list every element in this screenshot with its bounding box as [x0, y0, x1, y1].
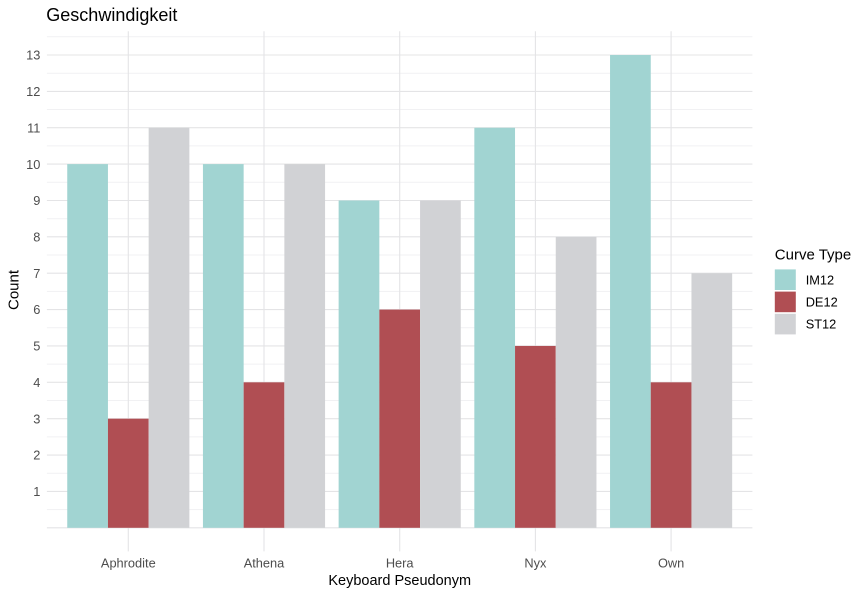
svg-text:2: 2: [33, 448, 40, 463]
svg-text:Nyx: Nyx: [524, 556, 547, 571]
svg-text:9: 9: [33, 193, 40, 208]
svg-text:12: 12: [26, 84, 40, 99]
svg-text:10: 10: [26, 157, 40, 172]
svg-text:6: 6: [33, 302, 40, 317]
svg-text:4: 4: [33, 375, 40, 390]
svg-text:Keyboard Pseudonym: Keyboard Pseudonym: [328, 573, 471, 589]
svg-text:5: 5: [33, 339, 40, 354]
svg-text:Count: Count: [6, 269, 23, 310]
svg-text:Curve Type: Curve Type: [775, 246, 851, 263]
svg-text:1: 1: [33, 484, 40, 499]
svg-text:ST12: ST12: [806, 317, 837, 332]
svg-text:13: 13: [26, 48, 40, 63]
svg-text:Hera: Hera: [386, 556, 415, 571]
svg-text:Geschwindigkeit: Geschwindigkeit: [46, 5, 177, 25]
svg-text:Own: Own: [658, 556, 684, 571]
svg-text:7: 7: [33, 266, 40, 281]
svg-text:3: 3: [33, 411, 40, 426]
svg-text:Athena: Athena: [244, 556, 285, 571]
svg-text:8: 8: [33, 230, 40, 245]
svg-text:11: 11: [27, 120, 40, 135]
svg-text:Aphrodite: Aphrodite: [101, 556, 156, 571]
svg-text:DE12: DE12: [806, 295, 838, 310]
svg-text:IM12: IM12: [806, 272, 834, 287]
